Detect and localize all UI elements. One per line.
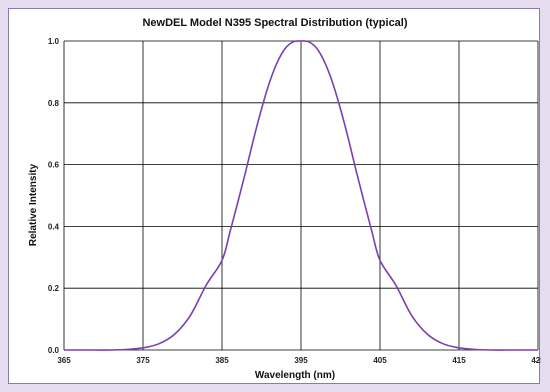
x-tick-label: 385 bbox=[215, 356, 229, 365]
y-axis-title: Relative Intensity bbox=[28, 163, 39, 246]
spectral-chart: NewDEL Model N395 Spectral Distribution … bbox=[28, 17, 541, 381]
y-tick-label: 0.6 bbox=[48, 161, 60, 170]
y-tick-label: 0.0 bbox=[48, 346, 60, 355]
x-tick-label: 425 bbox=[531, 356, 541, 365]
x-tick-label: 365 bbox=[57, 356, 71, 365]
grid-layer bbox=[63, 40, 539, 351]
y-tick-label: 0.4 bbox=[48, 222, 60, 231]
y-tick-label: 0.2 bbox=[48, 284, 60, 293]
x-tick-label: 375 bbox=[136, 356, 150, 365]
x-tick-label: 415 bbox=[452, 356, 466, 365]
x-tick-label: 395 bbox=[294, 356, 308, 365]
y-tick-label: 0.8 bbox=[48, 99, 60, 108]
curve-layer bbox=[63, 40, 538, 351]
spectral-curve-line bbox=[63, 40, 538, 351]
y-tick-label: 1.0 bbox=[48, 37, 60, 46]
x-tick-label: 405 bbox=[373, 356, 387, 365]
chart-frame: NewDEL Model N395 Spectral Distribution … bbox=[8, 8, 541, 384]
tick-labels: 365 375 385 395 405 415 425 0.0 0.2 0.4 0.6 0.8 1.0 bbox=[48, 37, 541, 365]
chart-title: NewDEL Model N395 Spectral Distribution … bbox=[142, 17, 407, 29]
x-axis-title: Wavelength (nm) bbox=[255, 370, 335, 381]
